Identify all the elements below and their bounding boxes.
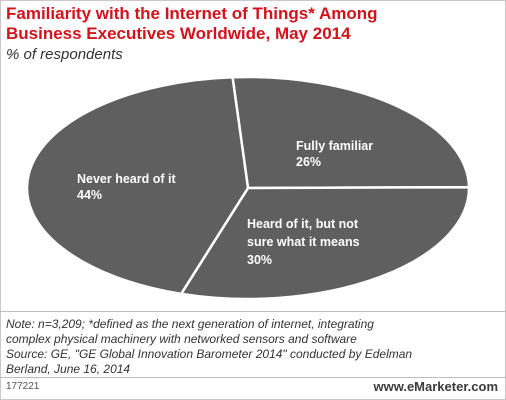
- title-line-2: Business Executives Worldwide, May 2014: [6, 24, 351, 43]
- emarketer-logo[interactable]: www.eMarketer.com: [373, 379, 498, 394]
- note-line-1: Note: n=3,209; *defined as the next gene…: [6, 317, 374, 331]
- source-line-1: Source: GE, "GE Global Innovation Barome…: [6, 347, 413, 361]
- footer-divider: [0, 377, 506, 378]
- heard-of-it-label-2: sure what it means: [247, 235, 360, 249]
- pie-chart: Fully familiar 26% Heard of it, but not …: [25, 75, 471, 301]
- pie-slice-heard-of-it-but-not-sure-what-it-means: [179, 185, 471, 301]
- chart-title: Familiarity with the Internet of Things*…: [6, 4, 496, 44]
- note-divider: [0, 311, 506, 312]
- heard-of-it-pct: 30%: [247, 253, 272, 267]
- never-heard-label: Never heard of it: [77, 172, 176, 186]
- pie-slices: [25, 75, 471, 301]
- chart-id: 177221: [6, 381, 40, 392]
- pie-slice-never-heard-of-it: [25, 76, 250, 296]
- chart-note: Note: n=3,209; *defined as the next gene…: [6, 317, 500, 377]
- fully-familiar-label: Fully familiar: [296, 139, 373, 153]
- fully-familiar-pct: 26%: [296, 155, 321, 169]
- title-line-1: Familiarity with the Internet of Things*…: [6, 4, 378, 23]
- never-heard-pct: 44%: [77, 188, 102, 202]
- note-line-2: complex physical machinery with networke…: [6, 332, 357, 346]
- chart-subtitle: % of respondents: [6, 46, 123, 63]
- heard-of-it-label-1: Heard of it, but not: [247, 217, 359, 231]
- source-line-2: Berland, June 16, 2014: [6, 362, 131, 376]
- pie-slice-fully-familiar: [231, 75, 471, 190]
